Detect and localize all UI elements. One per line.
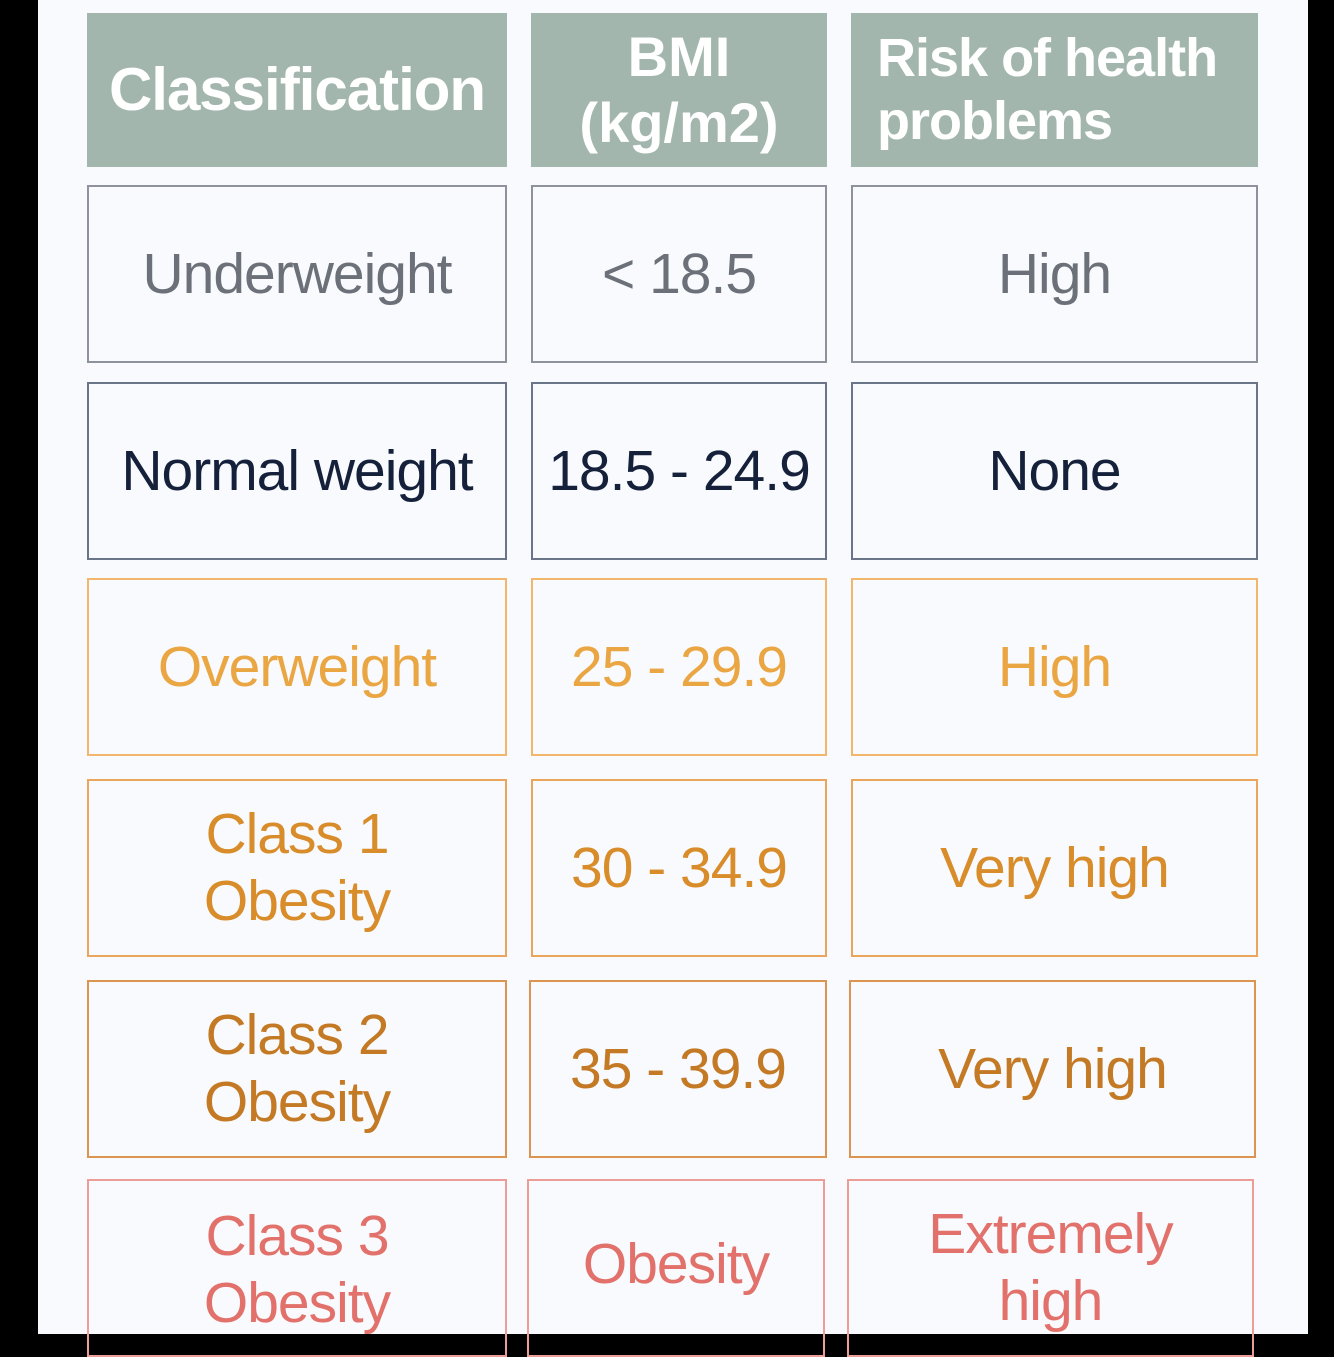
cell-text: 25 - 29.9 (571, 634, 788, 699)
cell-text: 30 - 34.9 (571, 835, 788, 900)
header-classification-label: Classification (108, 55, 486, 123)
header-classification: Classification (87, 13, 507, 167)
row-class2-risk: Very high (849, 980, 1256, 1158)
cell-text: Very high (938, 1036, 1168, 1101)
row-normal-risk: None (851, 382, 1258, 560)
row-class3-risk: Extremely high (847, 1179, 1254, 1357)
row-overweight-risk: High (851, 578, 1258, 756)
cell-text: None (988, 438, 1121, 503)
cell-text-line1: Class 3 (205, 1204, 389, 1268)
cell-text-line1: Extremely (928, 1202, 1173, 1266)
header-bmi-line1: BMI (627, 25, 731, 89)
cell-text-line1: Class 1 (205, 802, 389, 867)
row-underweight-classification: Underweight (87, 185, 507, 363)
row-class3-bmi: Obesity (527, 1179, 825, 1357)
row-underweight-risk: High (851, 185, 1258, 363)
cell-text: Overweight (157, 634, 437, 699)
cell-text: < 18.5 (601, 241, 757, 306)
header-risk-line2: problems (877, 91, 1113, 151)
header-bmi-line2: (kg/m2) (579, 91, 779, 154)
row-class3-classification: Class 3 Obesity (87, 1179, 507, 1357)
header-risk: Risk of health problems (851, 13, 1258, 167)
cell-text: 18.5 - 24.9 (548, 438, 811, 503)
cell-text: High (997, 634, 1112, 699)
row-class2-classification: Class 2 Obesity (87, 980, 507, 1158)
row-overweight-classification: Overweight (87, 578, 507, 756)
row-class2-bmi: 35 - 39.9 (529, 980, 827, 1158)
cell-text-line2: Obesity (203, 869, 391, 933)
bmi-table-panel: Classification BMI (kg/m2) Risk of healt… (38, 0, 1308, 1357)
header-bmi: BMI (kg/m2) (531, 13, 827, 167)
row-overweight-bmi: 25 - 29.9 (531, 578, 827, 756)
cell-text: Very high (940, 835, 1170, 900)
cell-text: High (997, 241, 1112, 306)
cell-text: Obesity (582, 1232, 770, 1296)
cell-text-line1: Class 2 (205, 1003, 389, 1068)
cell-text-line2: Obesity (203, 1070, 391, 1134)
cell-text: Underweight (142, 241, 452, 306)
row-class1-bmi: 30 - 34.9 (531, 779, 827, 957)
row-class1-risk: Very high (851, 779, 1258, 957)
cell-text: 35 - 39.9 (570, 1036, 787, 1101)
header-risk-line1: Risk of health (877, 27, 1218, 88)
cell-text-line2: high (998, 1268, 1104, 1333)
cell-text: Normal weight (121, 438, 473, 503)
row-class1-classification: Class 1 Obesity (87, 779, 507, 957)
cell-text-line2: Obesity (203, 1270, 391, 1335)
row-normal-classification: Normal weight (87, 382, 507, 560)
row-normal-bmi: 18.5 - 24.9 (531, 382, 827, 560)
row-underweight-bmi: < 18.5 (531, 185, 827, 363)
